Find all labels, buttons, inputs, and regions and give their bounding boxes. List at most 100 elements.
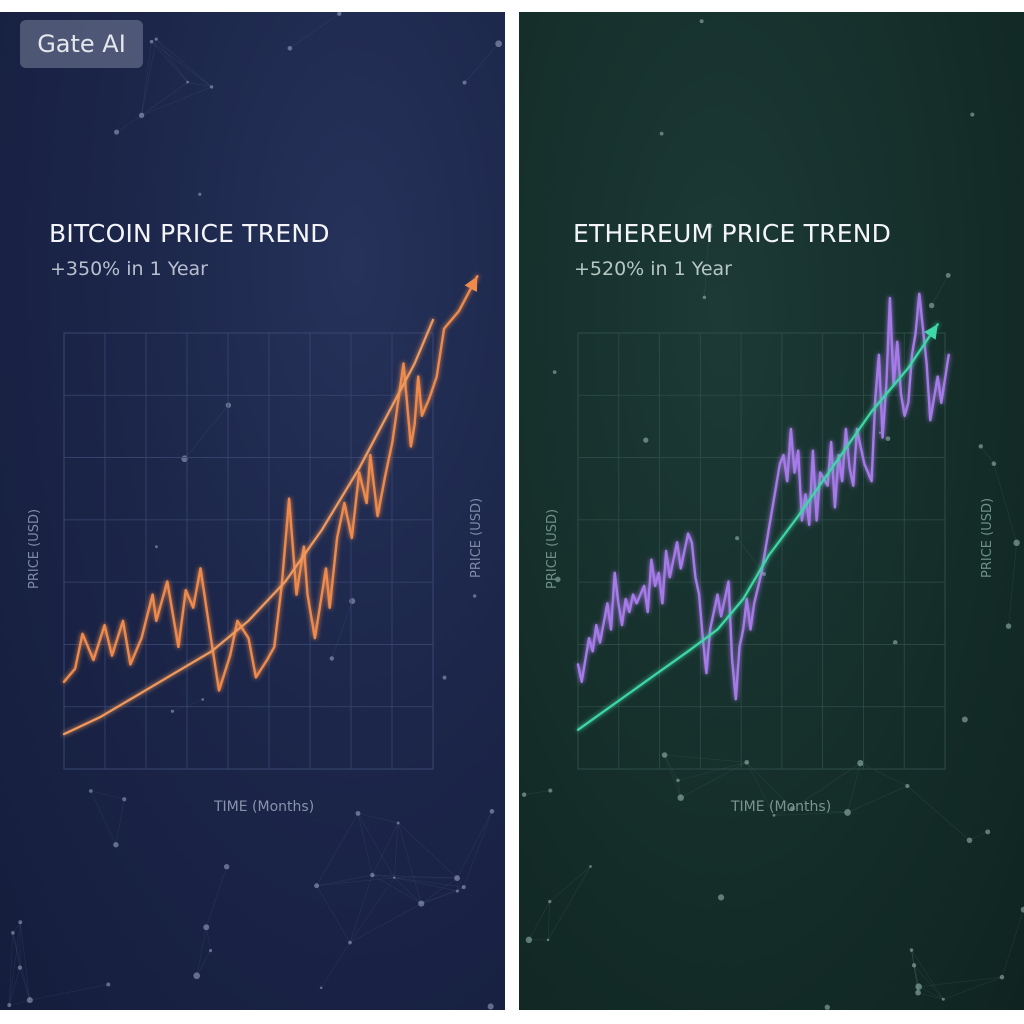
price-point: [694, 576, 697, 579]
network-link: [19, 922, 31, 1001]
trend-point: [797, 515, 800, 518]
network-node: [461, 885, 466, 890]
price-point: [819, 471, 822, 474]
price-point: [705, 672, 708, 674]
network-node: [7, 1003, 12, 1008]
network-link: [156, 38, 212, 88]
network-link: [792, 808, 848, 813]
price-point: [624, 598, 627, 600]
network-link: [421, 890, 458, 904]
price-point: [92, 659, 95, 661]
network-node: [1013, 539, 1020, 547]
network-link: [680, 762, 747, 798]
network-link: [677, 762, 747, 781]
network-node: [702, 295, 707, 300]
network-link: [316, 813, 359, 886]
price-point: [643, 584, 645, 587]
network-link: [913, 965, 919, 993]
price-point: [229, 654, 231, 657]
price-point: [900, 393, 902, 395]
price-line: [576, 292, 950, 701]
trend-point: [136, 693, 139, 696]
price-point: [918, 292, 921, 295]
network-link: [8, 967, 21, 1006]
network-link: [156, 38, 188, 83]
price-point: [690, 541, 693, 544]
network-link: [664, 754, 747, 763]
network-node: [203, 924, 210, 931]
network-link: [847, 785, 908, 813]
network-link: [196, 927, 207, 976]
price-point: [830, 441, 833, 443]
price-point: [767, 528, 770, 531]
price-point: [302, 545, 305, 548]
price-point: [672, 558, 675, 561]
network-link: [349, 877, 395, 943]
network-link: [746, 762, 793, 809]
trend-point: [687, 650, 689, 653]
chart-subtitle: +520% in 1 Year: [574, 258, 732, 280]
network-node: [892, 640, 898, 645]
price-point: [184, 589, 187, 592]
price-point: [591, 650, 594, 653]
price-point: [720, 615, 723, 618]
network-link: [397, 822, 422, 904]
network-link: [860, 762, 908, 787]
price-point: [376, 515, 379, 518]
network-node: [396, 821, 400, 825]
price-point: [580, 680, 583, 683]
price-point: [443, 327, 445, 330]
network-link: [205, 866, 227, 928]
network-node: [555, 576, 561, 583]
price-point: [266, 659, 268, 661]
network-link: [773, 812, 848, 816]
trend-point: [395, 397, 397, 400]
network-node: [11, 931, 15, 935]
price-point: [595, 624, 598, 627]
network-node: [106, 982, 111, 987]
network-node: [186, 80, 190, 84]
trend-point: [284, 580, 287, 583]
network-background: [521, 19, 1024, 1010]
trend-point: [907, 366, 910, 369]
price-point: [129, 663, 132, 666]
network-link: [704, 226, 710, 298]
network-link: [151, 41, 188, 83]
trend-point: [870, 410, 873, 413]
network-link: [943, 976, 1003, 1000]
network-link: [29, 984, 109, 1001]
network-node: [154, 545, 158, 549]
price-point: [421, 414, 423, 417]
network-node: [17, 965, 23, 970]
trend-point: [650, 676, 653, 679]
price-point: [789, 428, 792, 430]
price-point: [800, 519, 803, 522]
network-node: [991, 461, 997, 467]
price-point: [435, 375, 438, 378]
price-point: [687, 532, 689, 535]
network-link: [911, 949, 944, 1000]
gate-ai-badge: Gate AI: [20, 20, 143, 68]
price-point: [940, 401, 943, 404]
price-point: [336, 537, 338, 539]
price-point: [166, 580, 169, 583]
network-node: [472, 594, 477, 598]
network-node: [659, 131, 664, 136]
network-node: [772, 813, 776, 817]
price-point: [610, 628, 612, 631]
network-link: [141, 41, 152, 116]
price-point: [111, 654, 113, 657]
price-point: [745, 598, 748, 600]
network-link: [151, 41, 212, 88]
price-point: [314, 637, 316, 640]
network-link: [457, 886, 464, 892]
price-point: [837, 454, 840, 456]
network-link: [847, 763, 861, 813]
network-node: [911, 963, 917, 968]
network-link: [969, 831, 988, 841]
network-node: [329, 656, 335, 661]
price-point: [140, 637, 143, 640]
price-point: [698, 593, 701, 596]
bitcoin-chart: [62, 275, 479, 770]
price-point: [753, 602, 756, 605]
